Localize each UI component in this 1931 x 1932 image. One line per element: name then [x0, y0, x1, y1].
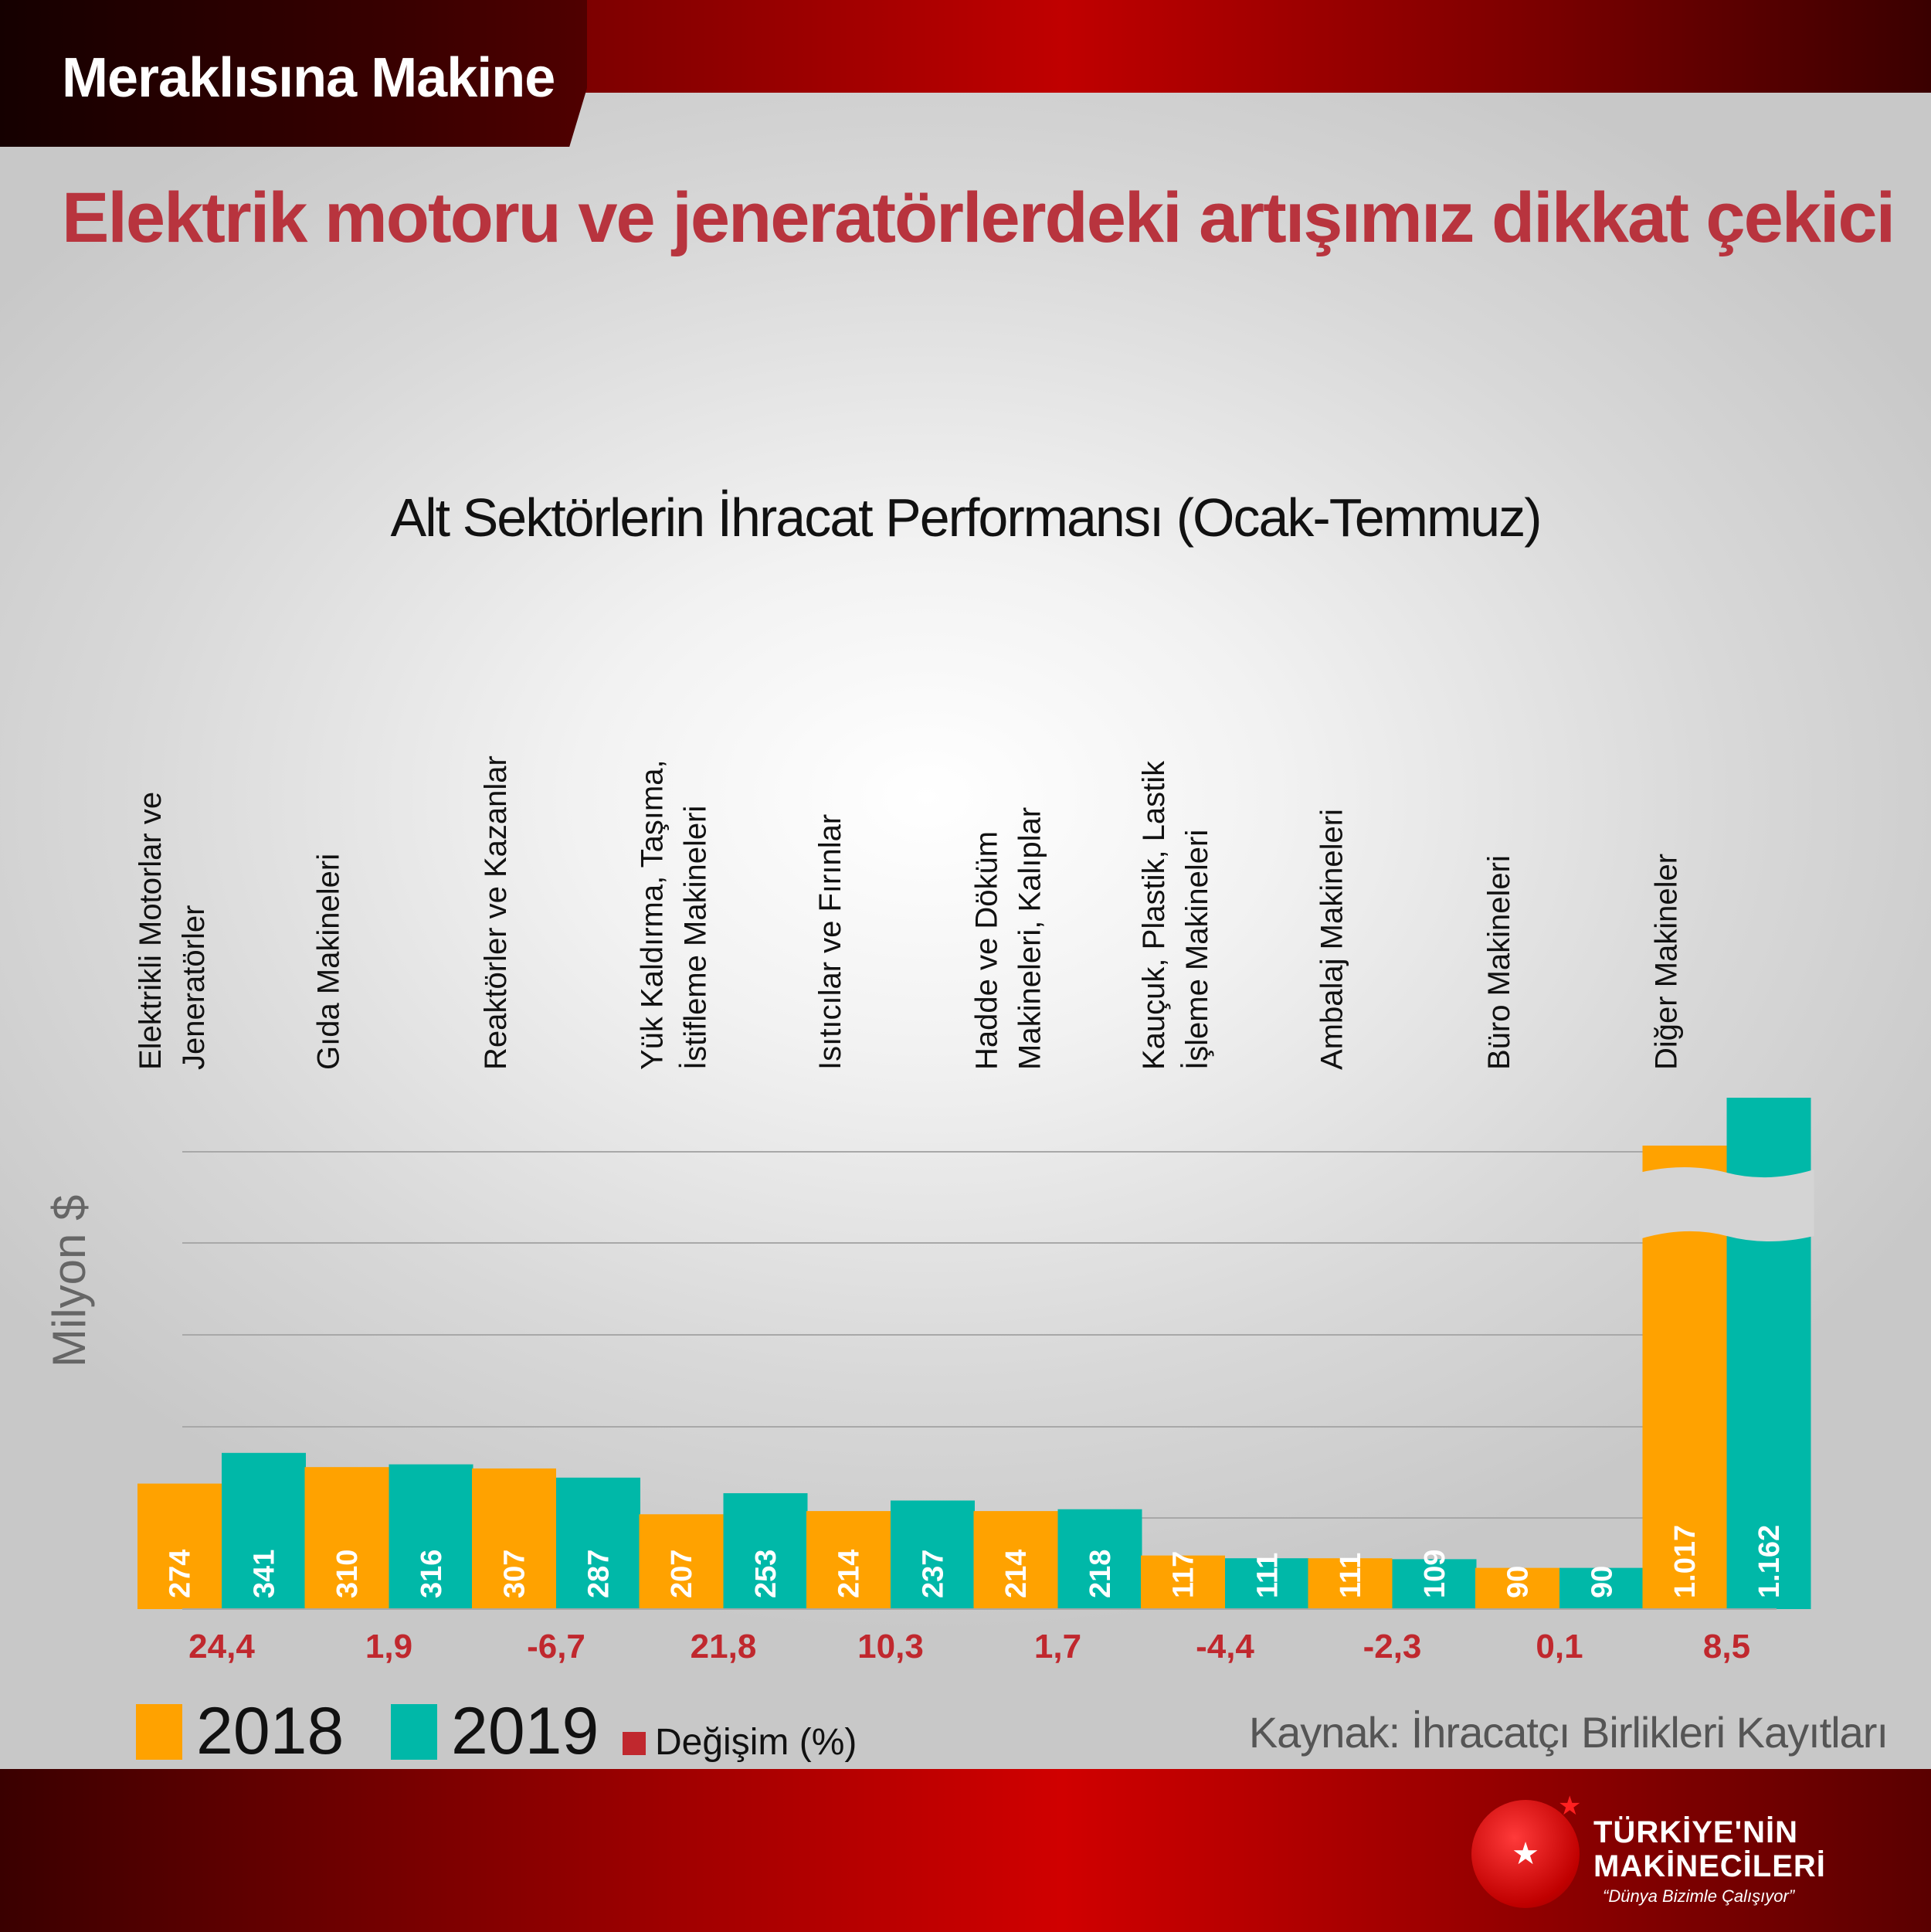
value-label-2019: 111: [1252, 1553, 1285, 1598]
value-label-2019: 316: [416, 1550, 448, 1598]
change-label: -2,3: [1363, 1628, 1422, 1665]
category-label: Gıda Makineleri: [312, 854, 346, 1070]
small-star-icon: ★: [1558, 1791, 1582, 1821]
legend-swatch-2018: [136, 1704, 182, 1760]
category-label: Diğer Makineler: [1650, 854, 1684, 1070]
source-note: Kaynak: İhracatçı Birlikleri Kayıtları: [1248, 1708, 1889, 1757]
category-label: Yük Kaldırma, Taşıma,: [636, 759, 670, 1070]
category-label: Büro Makineleri: [1482, 855, 1516, 1070]
value-label-2019: 109: [1419, 1550, 1451, 1598]
bar-2018: [1141, 1555, 1225, 1609]
bar-2019: [389, 1464, 473, 1609]
category-label: Elektrikli Motorlar ve: [134, 792, 168, 1070]
legend-swatch-2019: [391, 1704, 437, 1760]
bar-2018: [639, 1514, 724, 1609]
bar-2018: [137, 1483, 222, 1609]
bar-2018: [973, 1511, 1058, 1609]
category-label: Makineleri, Kalıplar: [1013, 807, 1047, 1070]
value-label-2018: 274: [165, 1550, 197, 1598]
bar-2018: [1475, 1567, 1559, 1609]
bar-2019: [1392, 1559, 1477, 1609]
bar-2019: [1225, 1558, 1309, 1609]
logo: ★ ★ TÜRKİYE'NİN MAKİNECİLERİ “Dünya Bizi…: [1471, 1791, 1904, 1924]
value-label-2019: 253: [750, 1550, 782, 1598]
bar-2018: [806, 1511, 891, 1609]
bottom-banner: [0, 1769, 1931, 1932]
bar-2019: [723, 1492, 808, 1609]
bar-2019: [891, 1500, 975, 1609]
logo-text-line1: TÜRKİYE'NİN: [1593, 1815, 1798, 1849]
change-label: 24,4: [188, 1628, 255, 1665]
change-label: 1,7: [1034, 1628, 1081, 1665]
change-label: 0,1: [1536, 1628, 1583, 1665]
bar-2019: [222, 1452, 306, 1609]
category-label: Kauçuk, Plastik, Lastik: [1137, 760, 1171, 1070]
chart-title: Alt Sektörlerin İhracat Performansı (Oca…: [390, 487, 1542, 548]
value-label-2018: 214: [1000, 1550, 1033, 1598]
value-label-2018: 310: [331, 1550, 364, 1598]
section-tab-label: Meraklısına Makine: [62, 47, 555, 109]
legend-label-2018: 2018: [196, 1694, 344, 1768]
bar-2018: [304, 1467, 389, 1609]
value-label-2019: 1.162: [1753, 1525, 1786, 1598]
value-label-2019: 90: [1587, 1566, 1619, 1598]
value-label-2018: 117: [1168, 1551, 1200, 1598]
value-label-2018: 207: [666, 1550, 698, 1598]
category-label: Isıtıcılar ve Fırınlar: [813, 814, 847, 1070]
category-label: İşleme Makineleri: [1179, 830, 1214, 1070]
star-icon: ★: [1512, 1837, 1539, 1871]
headline: Elektrik motoru ve jeneratörlerdeki artı…: [62, 178, 1895, 257]
logo-emblem: [1471, 1800, 1580, 1908]
y-axis-label: Milyon $: [43, 1194, 95, 1367]
bar-2018: [1308, 1558, 1393, 1609]
change-label: -4,4: [1196, 1628, 1254, 1665]
value-label-2018: 214: [833, 1550, 866, 1598]
category-label: Reaktörler ve Kazanlar: [479, 755, 513, 1070]
logo-text-line2: MAKİNECİLERİ: [1593, 1849, 1826, 1883]
section-tab: [0, 0, 587, 147]
value-label-2018: 111: [1335, 1553, 1367, 1598]
bar-2019: [1057, 1509, 1142, 1609]
value-label-2018: 307: [499, 1550, 531, 1598]
category-label: Hadde ve Döküm: [970, 831, 1004, 1070]
value-label-2019: 237: [918, 1550, 950, 1598]
change-label: -6,7: [527, 1628, 585, 1665]
category-label: Ambalaj Makineleri: [1315, 809, 1349, 1070]
legend-swatch-change: [623, 1732, 646, 1755]
value-label-2019: 341: [249, 1550, 281, 1598]
logo-tagline: “Dünya Bizimle Çalışıyor”: [1603, 1886, 1795, 1906]
change-label: 1,9: [365, 1628, 412, 1665]
category-label: Jeneratörler: [177, 905, 211, 1070]
legend-label-2019: 2019: [451, 1694, 599, 1768]
change-label: 8,5: [1703, 1628, 1750, 1665]
category-label: İstifleme Makineleri: [678, 806, 713, 1070]
value-label-2019: 218: [1084, 1550, 1117, 1598]
value-label-2018: 90: [1502, 1566, 1535, 1598]
value-label-2018: 1.017: [1669, 1525, 1702, 1598]
bar-2019: [1559, 1567, 1644, 1609]
bar-2018: [472, 1468, 556, 1609]
bar-2019: [556, 1477, 640, 1609]
change-label: 10,3: [857, 1628, 924, 1665]
change-label: 21,8: [691, 1628, 757, 1665]
value-label-2019: 287: [583, 1550, 616, 1598]
axis-break: [1639, 1167, 1814, 1241]
legend-label-change: Değişim (%): [655, 1722, 857, 1763]
